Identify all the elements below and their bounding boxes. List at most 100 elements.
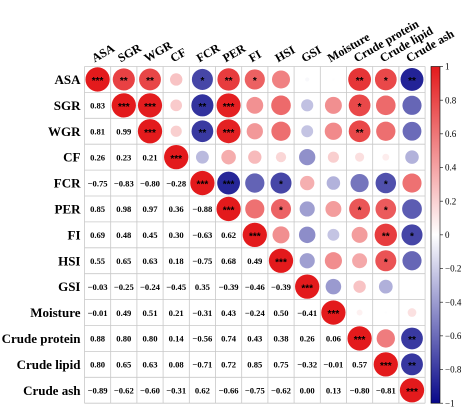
correlation-circle — [352, 253, 368, 269]
cell-value: −0.41 — [297, 308, 317, 318]
cell-value: −0.01 — [323, 360, 343, 370]
correlation-circle — [347, 326, 372, 351]
correlation-circle — [401, 353, 423, 376]
correlation-circle — [376, 329, 395, 348]
cell-value: 0.69 — [90, 230, 105, 240]
cell-value: 0.21 — [142, 152, 157, 162]
column-label: GSI — [299, 42, 324, 65]
row-label: CF — [63, 150, 80, 165]
cell-value: −0.81 — [376, 385, 396, 395]
cell-value: −0.80 — [140, 178, 160, 188]
cell-value: 0.26 — [300, 334, 316, 344]
correlation-circle — [356, 309, 363, 316]
correlation-circle — [195, 150, 209, 164]
cell-value: 0.30 — [169, 230, 184, 240]
significance-stars: *** — [249, 231, 261, 242]
significance-stars: * — [410, 231, 414, 242]
correlation-circle — [217, 171, 241, 195]
cell-value: 0.48 — [116, 230, 132, 240]
cell-value: 0.43 — [247, 334, 262, 344]
cell-value: 0.49 — [116, 308, 131, 318]
cell-value: −0.75 — [88, 178, 108, 188]
colorbar-tick-label: −0.8 — [445, 365, 462, 375]
cell-value: 0.18 — [169, 256, 185, 266]
significance-stars: ** — [356, 76, 364, 87]
correlation-circle — [170, 99, 183, 112]
correlation-circle — [295, 274, 320, 299]
colorbar-tick-label: −0.6 — [445, 331, 462, 341]
row-label: WGR — [48, 124, 81, 139]
correlation-circle — [248, 150, 262, 164]
correlation-circle — [299, 253, 315, 269]
correlation-circle — [300, 175, 315, 191]
cell-value: 0.45 — [142, 230, 157, 240]
correlation-circle — [382, 153, 390, 161]
cell-value: 0.75 — [273, 360, 288, 370]
cell-value: −0.25 — [114, 282, 134, 292]
correlation-circle — [271, 70, 291, 89]
correlation-circle — [351, 226, 368, 243]
cell-value: −0.63 — [192, 230, 212, 240]
column-label: HSI — [273, 42, 298, 65]
cell-value: 0.26 — [90, 152, 106, 162]
correlation-circle — [374, 223, 397, 247]
cell-value: 0.21 — [169, 308, 184, 318]
correlation-circle — [355, 152, 365, 162]
correlation-circle — [375, 250, 397, 272]
cell-value: 0.80 — [116, 334, 131, 344]
correlation-circle — [305, 77, 310, 82]
cell-value: 0.68 — [221, 256, 237, 266]
correlation-circle — [298, 226, 316, 244]
correlation-circle — [375, 172, 397, 194]
cell-value: −0.24 — [245, 308, 266, 318]
correlation-circle — [299, 149, 316, 166]
column-label: CF — [168, 45, 189, 65]
correlation-circle — [216, 119, 241, 144]
correlation-circle — [324, 122, 343, 140]
cell-value: 0.72 — [221, 360, 236, 370]
cell-value: 0.62 — [221, 230, 236, 240]
colorbar-tick-label: 0.6 — [445, 129, 457, 139]
correlation-circle — [242, 222, 267, 248]
colorbar-tick-label: 1 — [445, 62, 450, 72]
cell-value: 0.65 — [116, 360, 131, 370]
row-label: Crude ash — [23, 383, 81, 398]
cell-value: −0.32 — [297, 360, 317, 370]
cell-value: −0.45 — [166, 282, 186, 292]
cell-value: −0.46 — [245, 282, 266, 292]
correlation-circle — [401, 224, 423, 246]
cell-value: 0.43 — [221, 308, 236, 318]
correlation-circle — [348, 120, 371, 143]
correlation-circle — [270, 172, 292, 194]
cell-value: −0.01 — [88, 308, 108, 318]
significance-stars: * — [279, 180, 283, 191]
correlation-circle — [271, 121, 291, 141]
row-label: SGR — [54, 98, 81, 113]
correlation-circle — [327, 228, 340, 241]
correlation-circle — [137, 93, 163, 118]
cell-value: −0.39 — [219, 282, 239, 292]
significance-stars: * — [384, 206, 388, 217]
cell-value: −0.71 — [192, 360, 212, 370]
correlation-circle — [402, 199, 422, 219]
significance-stars: *** — [118, 102, 130, 113]
cell-value: 0.51 — [142, 308, 157, 318]
correlation-circle — [170, 125, 182, 137]
significance-stars: * — [253, 76, 257, 87]
colorbar-tick-label: 0.2 — [445, 196, 456, 206]
row-label: HSI — [58, 253, 80, 268]
cell-value: 0.83 — [90, 101, 105, 111]
correlation-circle — [350, 173, 369, 193]
significance-stars: *** — [275, 257, 287, 268]
significance-stars: *** — [197, 180, 209, 191]
cell-value: 0.98 — [116, 204, 132, 214]
correlation-circle — [301, 99, 314, 112]
significance-stars: *** — [170, 154, 182, 165]
correlation-circle — [191, 120, 214, 143]
significance-stars: ** — [199, 102, 207, 113]
row-label: Crude lipid — [17, 357, 82, 372]
significance-stars: *** — [144, 102, 156, 113]
correlation-circle — [373, 352, 398, 377]
correlation-circle — [272, 226, 290, 244]
cell-value: 0.99 — [116, 126, 131, 136]
